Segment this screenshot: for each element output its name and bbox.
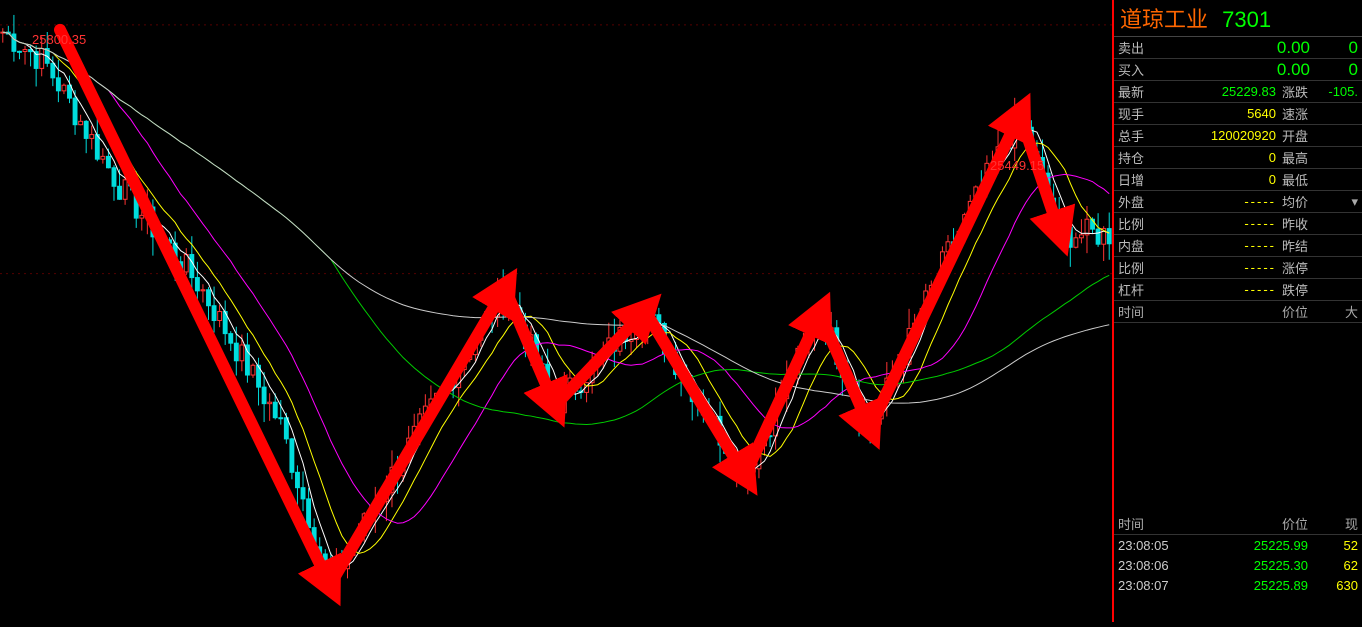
quote-row: 日增0最低	[1114, 169, 1362, 191]
quote-panel: 道琼工业 7301 卖出 0.00 0 买入 0.00 0 最新25229.83…	[1112, 0, 1362, 622]
quote-row: 持仓0最高	[1114, 147, 1362, 169]
quote-row: 总手120020920开盘	[1114, 125, 1362, 147]
quote-row: 现手5640速涨	[1114, 103, 1362, 125]
buy-vol: 0	[1316, 60, 1358, 80]
quote-row: 最新25229.83涨跌-105.	[1114, 81, 1362, 103]
buy-price: 0.00	[1152, 60, 1316, 80]
candlestick-chart[interactable]: 25800.35 25449.15	[0, 0, 1112, 622]
quote-row: 比例-----涨停	[1114, 257, 1362, 279]
quote-row: 内盘-----昨结	[1114, 235, 1362, 257]
instrument-name: 道琼工业	[1120, 7, 1208, 32]
sell-vol: 0	[1316, 38, 1358, 58]
quote-row: 外盘-----均价▾	[1114, 191, 1362, 213]
tick-row: 23:08:0525225.9952	[1114, 535, 1362, 555]
sell-label: 卖出	[1118, 38, 1152, 57]
quote-row: 比例-----昨收	[1114, 213, 1362, 235]
peak-label: 25449.15	[990, 158, 1044, 173]
instrument-code: 7301	[1222, 7, 1271, 32]
sell-price: 0.00	[1152, 38, 1316, 58]
high-label: 25800.35	[32, 32, 86, 47]
bid-row: 买入 0.00 0	[1114, 59, 1362, 81]
ask-row: 卖出 0.00 0	[1114, 37, 1362, 59]
tick-row: 23:08:0625225.3062	[1114, 555, 1362, 575]
tick-row: 23:08:0725225.89630	[1114, 575, 1362, 595]
ticks-header-2: 时间 价位 现	[1114, 513, 1362, 535]
panel-title: 道琼工业 7301	[1114, 0, 1362, 37]
quote-row: 杠杆-----跌停	[1114, 279, 1362, 301]
buy-label: 买入	[1118, 60, 1152, 79]
ticks-header-1: 时间 价位 大	[1114, 301, 1362, 323]
